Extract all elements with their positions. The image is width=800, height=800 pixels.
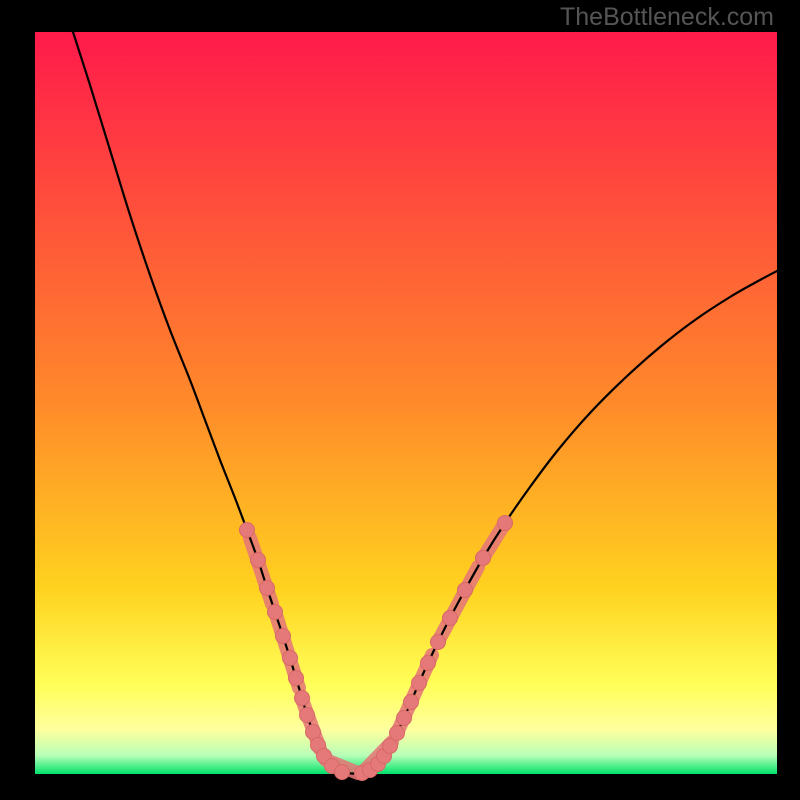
marker-dot: [283, 651, 298, 666]
marker-dot: [390, 726, 405, 741]
marker-dot: [240, 523, 255, 538]
chart-frame: TheBottleneck.com: [0, 0, 800, 800]
marker-dot: [476, 551, 491, 566]
marker-dot: [412, 676, 427, 691]
marker-dot: [443, 611, 458, 626]
marker-dot: [335, 765, 350, 780]
marker-dot: [498, 516, 513, 531]
marker-dot: [295, 691, 310, 706]
watermark-text: TheBottleneck.com: [560, 3, 774, 32]
marker-dot: [251, 553, 266, 568]
marker-dot: [276, 629, 291, 644]
marker-dot: [458, 583, 473, 598]
marker-dot: [421, 656, 436, 671]
marker-segments: [250, 523, 505, 773]
marker-dot: [404, 695, 419, 710]
curve-svg: [0, 0, 800, 800]
marker-dot: [260, 581, 275, 596]
marker-dot: [431, 635, 446, 650]
marker-dot: [289, 671, 304, 686]
left-curve: [73, 32, 352, 774]
marker-dot: [397, 711, 412, 726]
marker-dot: [300, 708, 315, 723]
marker-dot: [268, 605, 283, 620]
